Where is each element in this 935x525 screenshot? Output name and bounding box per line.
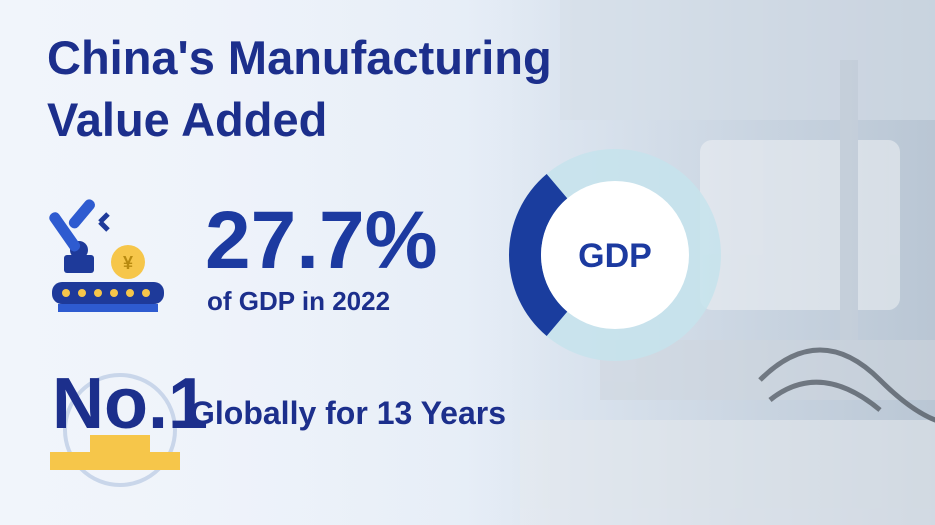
share-value: 27.7% (205, 195, 438, 286)
donut-label: GDP (578, 237, 652, 275)
rank-label: No.1 (52, 364, 208, 444)
title-line: China's Manufacturing (47, 31, 552, 84)
yen-glyph: ¥ (123, 253, 133, 273)
rank-caption: Globally for 13 Years (190, 395, 506, 431)
factory-backdrop (520, 0, 935, 525)
donut: GDP (509, 149, 721, 361)
podium-icon (50, 373, 180, 487)
robot-icon: ¥ (49, 199, 164, 312)
donut-segment (509, 173, 568, 337)
title-line: Value Added (47, 93, 327, 146)
donut-hole (541, 181, 689, 329)
share-caption: of GDP in 2022 (207, 286, 390, 316)
